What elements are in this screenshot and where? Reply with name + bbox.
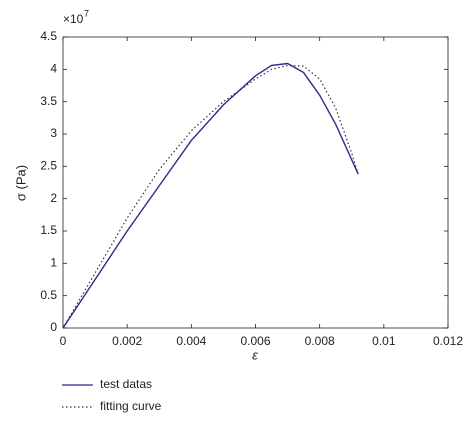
legend-label: test datas [100,377,152,391]
x-axis-label: ε [252,347,258,362]
y-tick-label: 4.5 [40,29,57,43]
y-tick-label: 0.5 [40,288,57,302]
x-tick-label: 0.006 [240,334,270,348]
data-line [62,64,359,329]
x-tick-label: 0.01 [372,334,396,348]
y-tick-label: 0 [50,320,57,334]
x-tick-label: 0 [60,334,67,348]
y-tick-label: 4 [50,62,57,76]
y-axis-label: σ (Pa) [13,165,28,201]
y-tick-label: 3.5 [40,94,57,108]
x-tick-label: 0.004 [176,334,206,348]
axis-multiplier-exponent: 7 [84,8,89,18]
plot-frame [62,36,449,329]
x-tick-label: 0.012 [433,334,463,348]
y-tick-label: 1.5 [40,223,57,237]
y-tick-label: 2 [50,191,57,205]
y-tick-label: 2.5 [40,159,57,173]
legend-label: fitting curve [100,399,162,413]
y-tick-label: 3 [50,126,57,140]
y-tick-label: 1 [50,256,57,270]
x-tick-label: 0.002 [112,334,142,348]
x-tick-label: 0.008 [305,334,335,348]
axis-multiplier-base: ×10 [63,12,84,26]
data-line [62,62,359,329]
